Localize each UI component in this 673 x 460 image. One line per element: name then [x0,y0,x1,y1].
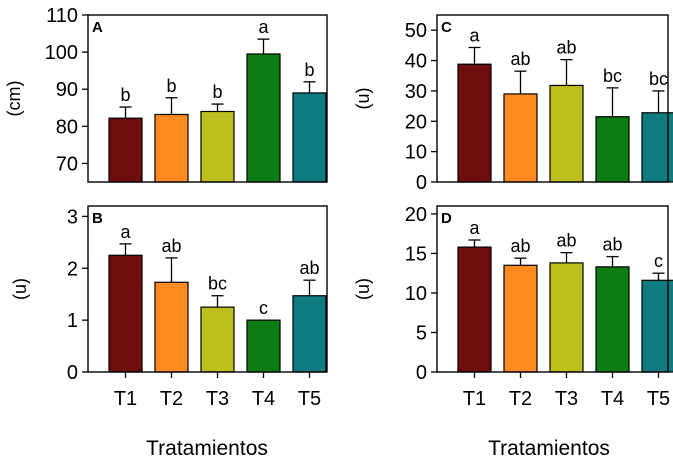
y-tick-label: 40 [405,51,427,73]
y-tick-label: 20 [405,111,427,133]
bar-t2 [154,281,189,373]
y-tick-label: 20 [405,204,427,226]
significance-letter: ab [602,235,622,255]
x-tick-label: T4 [252,388,275,410]
x-tick-label: T5 [298,388,321,410]
significance-letter: ab [556,231,576,251]
bar-t1 [108,254,143,373]
bar-t4 [246,319,281,373]
x-axis-title-left: Tratamientos [146,437,268,460]
significance-letter: b [212,82,222,102]
significance-letter: b [166,76,176,96]
y-tick-label: 15 [405,243,427,265]
significance-letter: a [120,222,131,242]
significance-letter: ab [161,236,181,256]
panel-label: C [441,19,452,36]
panel-label: D [441,210,452,227]
x-tick-label: T1 [463,388,486,410]
x-tick-label: T2 [509,388,532,410]
significance-letter: a [469,218,480,238]
panel-d: 0 5 10 15 20 a T1 ab T2 ab T3 ab T4 c T5 D (u) [353,204,673,410]
significance-letter: a [258,17,269,37]
plot-frame [87,14,328,183]
y-tick-label: 70 [56,153,78,175]
significance-letter: bc [208,274,227,294]
y-tick-label: 110 [46,5,78,27]
bar-t2 [503,93,538,183]
bar-t2 [154,113,189,183]
x-tick-label: T2 [160,388,183,410]
significance-letter: b [120,85,130,105]
panel-label: A [92,19,103,36]
bar-t3 [200,110,235,183]
y-tick-label: 90 [56,79,78,101]
plot-frame [436,14,669,183]
y-axis-label: (u) [353,278,373,300]
bar-t1 [108,117,143,183]
panel-c: 0 10 20 30 40 50 a ab ab bc bc C (u) [353,14,673,194]
x-tick-label: T5 [647,388,670,410]
panel-a: 70 80 90 100 110 b b b a b A (cm) [4,5,328,183]
bar-t1 [457,246,492,373]
plot-frame [436,205,669,373]
significance-letter: a [469,25,480,45]
y-tick-label: 100 [45,42,78,64]
plot-frame [87,205,328,373]
y-tick-label: 30 [405,81,427,103]
bar-t4 [246,53,281,183]
x-axis-title-right: Tratamientos [488,437,610,460]
y-tick-label: 2 [67,258,78,280]
bar-t5 [292,295,327,373]
significance-letter: bc [649,69,668,89]
y-tick-label: 10 [405,283,427,305]
y-axis-label: (u) [353,88,373,110]
y-axis-label: (u) [10,278,30,300]
y-tick-label: 0 [416,172,427,194]
bar-t4 [595,116,630,183]
significance-letter: ab [510,49,530,69]
bar-t4 [595,266,630,373]
bar-t3 [549,84,584,183]
significance-letter: ab [510,236,530,256]
y-tick-label: 1 [67,310,78,332]
x-tick-label: T3 [555,388,578,410]
y-tick-label: 50 [405,20,427,42]
significance-letter: c [654,251,663,271]
y-tick-label: 80 [56,116,78,138]
y-tick-label: 0 [416,362,427,384]
bar-t3 [549,262,584,373]
panel-label: B [92,210,103,227]
significance-letter: ab [299,258,319,278]
y-axis-label: (cm) [4,81,24,117]
y-tick-label: 5 [416,322,427,344]
y-tick-label: 0 [67,362,78,384]
bar-t5 [292,92,327,183]
panel-b: 0 1 2 3 a T1 ab T2 bc T3 c T4 ab T5 B (u) [10,205,328,410]
significance-letter: c [259,298,268,318]
bar-t2 [503,264,538,373]
y-tick-label: 10 [405,142,427,164]
x-tick-label: T1 [114,388,137,410]
bar-t1 [457,63,492,183]
x-tick-label: T4 [601,388,624,410]
x-tick-label: T3 [206,388,229,410]
bar-t3 [200,306,235,373]
significance-letter: ab [556,38,576,58]
significance-letter: bc [603,66,622,86]
significance-letter: b [304,60,314,80]
y-tick-label: 3 [67,206,78,228]
